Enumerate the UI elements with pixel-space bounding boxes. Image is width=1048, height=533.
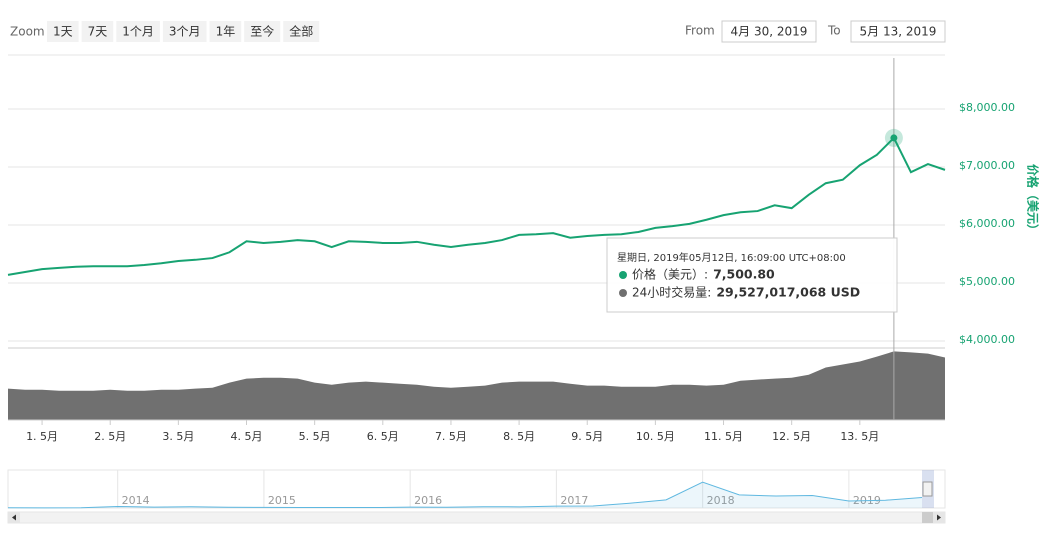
range-button-label[interactable]: 至今 (250, 24, 274, 39)
tooltip-value: 29,527,017,068 USD (716, 285, 860, 300)
volume-area (8, 351, 945, 420)
navigator-label: 2014 (122, 494, 150, 507)
range-button-bg[interactable] (162, 21, 207, 42)
range-button[interactable]: 1天 (47, 21, 79, 42)
x-tick-label: 4. 5月 (231, 430, 263, 443)
tooltip-name: 价格（美元） (632, 267, 704, 282)
range-button-bg[interactable] (283, 21, 320, 42)
range-button-bg[interactable] (81, 21, 114, 42)
x-tick-label: 5. 5月 (299, 430, 331, 443)
navigator-label: 2017 (560, 494, 588, 507)
x-tick-label: 9. 5月 (571, 430, 603, 443)
navigator-label: 2016 (414, 494, 442, 507)
tooltip-dot (619, 289, 627, 297)
x-tick-label: 13. 5月 (840, 430, 879, 443)
range-button[interactable]: 至今 (244, 21, 281, 42)
range-button-bg[interactable] (209, 21, 242, 42)
x-tick-label: 1. 5月 (26, 430, 58, 443)
navigator-area (8, 482, 922, 508)
x-tick-label: 3. 5月 (162, 430, 194, 443)
range-button[interactable]: 3个月 (162, 21, 207, 42)
tooltip-name: 24小时交易量 (632, 285, 707, 300)
tooltip-separator: : (707, 286, 711, 300)
from-value[interactable]: 4月 30, 2019 (731, 25, 808, 39)
y-tick-label: $8,000.00 (959, 101, 1015, 114)
scrollbar-left-arrow (12, 514, 16, 521)
y-tick-label: $7,000.00 (959, 159, 1015, 172)
navigator-handle[interactable] (922, 481, 933, 497)
x-tick-label: 10. 5月 (636, 430, 675, 443)
range-button[interactable]: 1年 (209, 21, 242, 42)
scrollbar-thumb[interactable] (922, 512, 934, 523)
x-tick-label: 7. 5月 (435, 430, 467, 443)
tooltip-separator: : (704, 268, 708, 282)
range-button-label[interactable]: 7天 (88, 25, 108, 39)
from-label: From (685, 24, 715, 38)
from-input[interactable] (721, 20, 817, 43)
navigator-label: 2018 (707, 494, 735, 507)
zoom-label: Zoom (10, 25, 45, 39)
range-button[interactable]: 全部 (283, 21, 320, 42)
y-axis-title: 价格（美元） (1026, 164, 1041, 236)
range-button-bg[interactable] (244, 21, 281, 42)
x-tick-label: 6. 5月 (367, 430, 399, 443)
scrollbar-track (7, 511, 946, 524)
navigator-label: 2015 (268, 494, 296, 507)
y-tick-label: $5,000.00 (959, 275, 1015, 288)
navigator-line (7, 481, 923, 509)
range-button-label[interactable]: 1个月 (122, 25, 154, 39)
range-button[interactable]: 1个月 (116, 21, 160, 42)
tooltip-value: 7,500.80 (713, 267, 775, 282)
range-button-label[interactable]: 1天 (53, 25, 73, 39)
scrollbar-right-arrow (937, 514, 941, 521)
x-tick-label: 11. 5月 (704, 430, 743, 443)
tooltip: 星期日, 2019年05月12日, 16:09:00 UTC+08:00 价格（美… (606, 237, 898, 313)
x-tick-label: 2. 5月 (94, 430, 126, 443)
x-tick-label: 8. 5月 (503, 430, 535, 443)
range-button-bg[interactable] (116, 21, 160, 42)
y-tick-label: $6,000.00 (959, 217, 1015, 230)
range-button-label[interactable]: 全部 (289, 24, 313, 39)
tooltip-header: 星期日, 2019年05月12日, 16:09:00 UTC+08:00 (617, 251, 846, 264)
y-tick-label: $4,000.00 (959, 333, 1015, 346)
to-value[interactable]: 5月 13, 2019 (860, 25, 937, 39)
tooltip-dot (619, 271, 627, 279)
price-line (7, 136, 946, 276)
range-button-label[interactable]: 1年 (216, 25, 236, 39)
range-button-label[interactable]: 3个月 (169, 25, 201, 39)
hover-marker (890, 134, 898, 142)
x-tick-label: 12. 5月 (772, 430, 811, 443)
navigator-bg (7, 469, 946, 509)
to-label: To (827, 24, 841, 38)
range-button-bg[interactable] (47, 21, 79, 42)
range-button[interactable]: 7天 (81, 21, 114, 42)
tooltip-box (606, 237, 898, 313)
to-input[interactable] (850, 20, 946, 43)
